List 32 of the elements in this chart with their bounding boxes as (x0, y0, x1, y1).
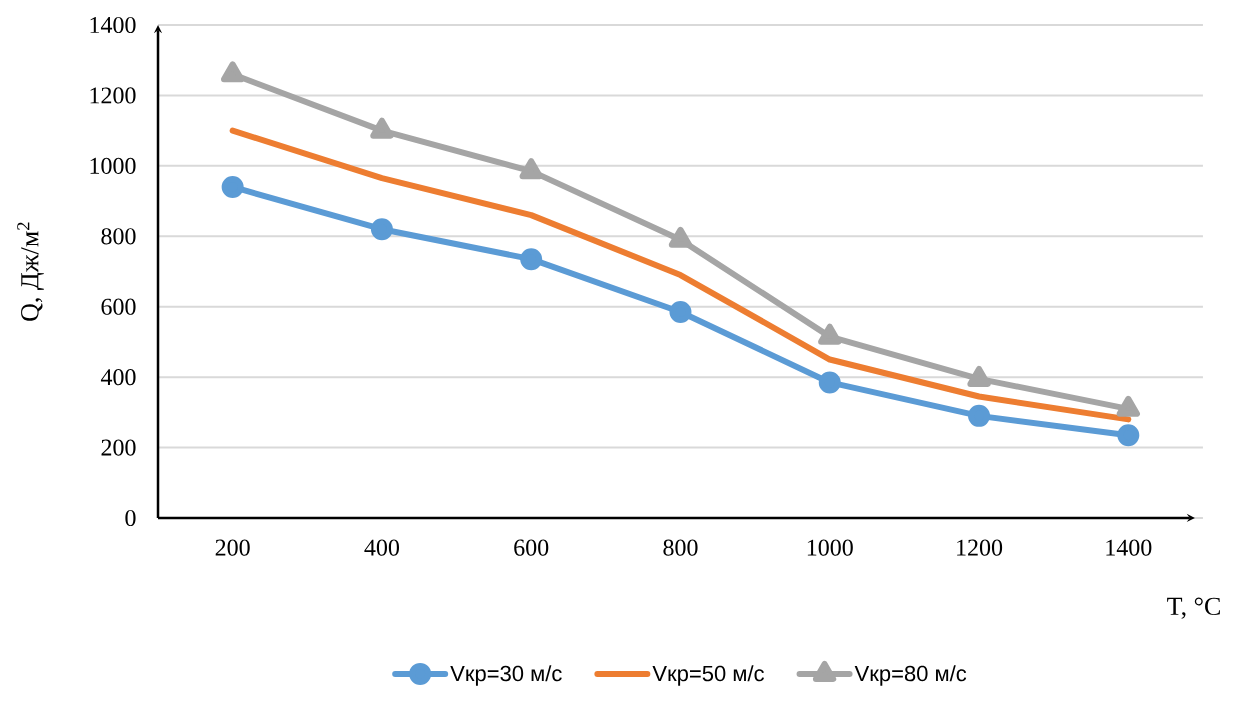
legend-label: Vкр=30 м/с (450, 665, 562, 686)
x-tick-label: 1200 (957, 539, 1003, 556)
y-tick-label: 1400 (90, 16, 136, 34)
legend-label: Vкр=50 м/с (652, 665, 764, 686)
y-axis-title: Q, Дж/м$^{2}$ (17, 222, 44, 321)
x-axis-title: T, °C (1167, 597, 1220, 619)
y-tick-label: 1000 (90, 157, 136, 174)
point (668, 226, 693, 248)
point (818, 323, 842, 345)
point (519, 158, 543, 180)
y-tick-label: 1200 (90, 87, 136, 104)
point (818, 371, 841, 394)
y-tick-label: 400 (100, 369, 136, 386)
x-tick-label: 600 (514, 539, 549, 556)
x-tick-label: 1000 (807, 539, 853, 556)
point (220, 61, 245, 83)
legend-label: Vкр=80 м/с (854, 665, 967, 686)
point (370, 218, 393, 241)
x-tick-label: 400 (364, 539, 400, 556)
x-tick-label: 800 (663, 539, 698, 556)
point (370, 117, 394, 139)
y-tick-label: 0 (125, 509, 136, 527)
point (1117, 424, 1140, 447)
point (221, 175, 244, 198)
y-tick-label: 600 (101, 298, 136, 315)
y-tick-label: 200 (101, 439, 136, 456)
x-tick-label: 200 (215, 539, 250, 556)
point (520, 248, 543, 271)
x-tick-label: 1400 (1106, 539, 1152, 556)
y-tick-label: 800 (101, 228, 136, 245)
point (669, 300, 692, 323)
point (968, 404, 991, 427)
